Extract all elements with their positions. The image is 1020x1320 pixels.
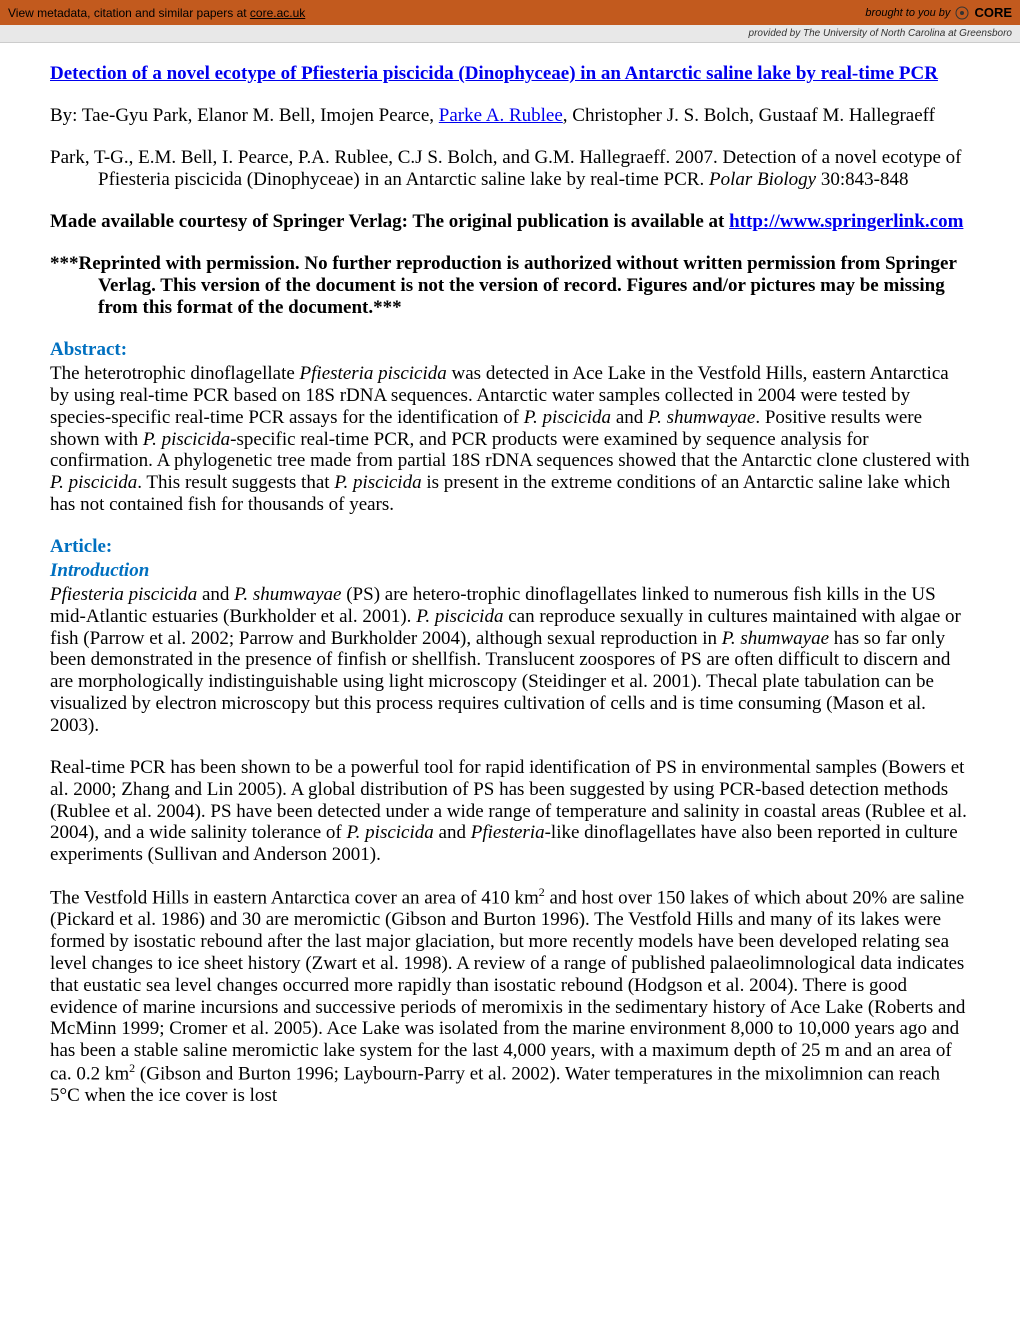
authors-prefix: By: — [50, 105, 82, 126]
citation-block: Park, T-G., E.M. Bell, I. Pearce, P.A. R… — [50, 147, 970, 191]
article-header: Article: — [50, 536, 970, 558]
springer-link[interactable]: http://www.springerlink.com — [729, 211, 963, 232]
intro-paragraph-3: The Vestfold Hills in eastern Antarctica… — [50, 886, 970, 1107]
abstract-header: Abstract: — [50, 339, 970, 361]
introduction-header: Introduction — [50, 560, 970, 582]
abstract-paragraph: The heterotrophic dinoflagellate Pfieste… — [50, 363, 970, 516]
authors-line: By: Tae-Gyu Park, Elanor M. Bell, Imojen… — [50, 105, 970, 127]
brought-by-text: brought to you by — [865, 7, 950, 19]
core-label: CORE — [974, 5, 1012, 20]
journal-name: Polar Biology — [709, 169, 816, 190]
citation-after: 30:843-848 — [816, 169, 908, 190]
availability-block: Made available courtesy of Springer Verl… — [50, 211, 970, 233]
permission-block: ***Reprinted with permission. No further… — [50, 253, 970, 319]
document-content: Detection of a novel ecotype of Pfiester… — [0, 43, 1020, 1137]
author-link[interactable]: Parke A. Rublee — [439, 105, 563, 126]
intro-paragraph-1: Pfiesteria piscicida and P. shumwayae (P… — [50, 584, 970, 737]
banner-text: View metadata, citation and similar pape… — [8, 6, 250, 20]
provider-banner: provided by The University of North Caro… — [0, 25, 1020, 43]
metadata-banner: View metadata, citation and similar pape… — [0, 0, 1020, 25]
core-link[interactable]: core.ac.uk — [250, 6, 305, 20]
paper-title[interactable]: Detection of a novel ecotype of Pfiester… — [50, 63, 970, 85]
authors-after: , Christopher J. S. Bolch, Gustaaf M. Ha… — [563, 105, 935, 126]
availability-text: Made available courtesy of Springer Verl… — [50, 211, 729, 232]
intro-paragraph-2: Real-time PCR has been shown to be a pow… — [50, 757, 970, 866]
core-icon — [954, 5, 970, 21]
authors-before: Tae-Gyu Park, Elanor M. Bell, Imojen Pea… — [82, 105, 439, 126]
banner-right: brought to you by CORE — [865, 5, 1012, 21]
provider-text: provided by The University of North Caro… — [749, 28, 1012, 39]
permission-text: ***Reprinted with permission. No further… — [50, 253, 957, 318]
banner-left: View metadata, citation and similar pape… — [8, 6, 305, 20]
